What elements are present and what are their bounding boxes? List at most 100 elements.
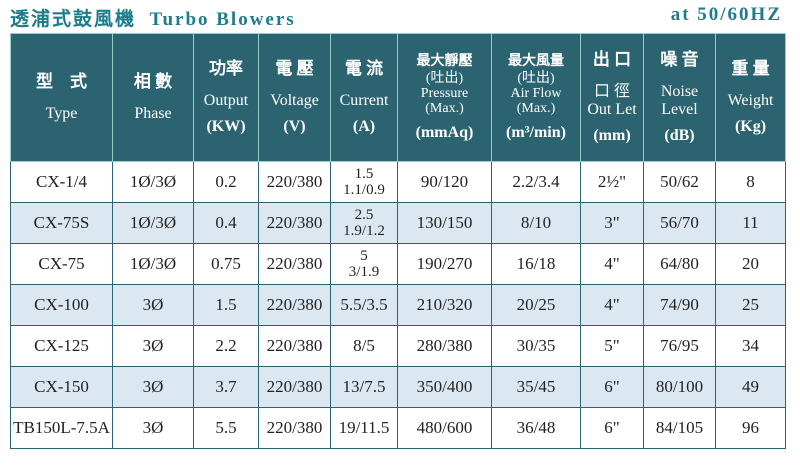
cell: 5.5/3.5 [330, 284, 398, 326]
cell: 4" [580, 284, 644, 326]
cell: 0.75 [193, 243, 259, 285]
cell-line: 1.5 [354, 166, 374, 182]
cell-line: 2.5 [354, 207, 374, 223]
cell: 11 [715, 202, 786, 244]
column-header: 電 壓 Voltage (V) [258, 33, 331, 162]
cell: 1Ø/3Ø [112, 243, 194, 285]
cell: CX-75S [10, 202, 113, 244]
cell-line: 1.9/1.2 [343, 223, 385, 239]
header-line: Noise Level [660, 82, 699, 118]
header-line: 電 壓 [275, 58, 314, 78]
cell: 20/25 [491, 284, 581, 326]
cell: 6" [580, 407, 644, 449]
table-row: CX-125 3Ø 2.2 220/380 8/5 280/380 30/35 5" 76/95… [10, 325, 786, 367]
cell: 5.5 [193, 407, 259, 449]
cell: CX-100 [10, 284, 113, 326]
spec-table: 型 式 Type 相 數 Phase 功率 Output (KW) 電 壓 Voltage (V)… [10, 33, 786, 449]
cell: 4" [580, 243, 644, 285]
column-header: 電 流 Current (A) [330, 33, 398, 162]
table-body: CX-1/4 1Ø/3Ø 0.2 220/380 1.5 1.1/0.9 90/120 2.2… [10, 161, 786, 449]
cell: 0.4 [193, 202, 259, 244]
header-line: 重 量 [731, 58, 770, 78]
cell: 8/5 [330, 325, 398, 367]
cell: 2.5 1.9/1.2 [330, 202, 398, 244]
cell: 19/11.5 [330, 407, 398, 449]
cell: 16/18 [491, 243, 581, 285]
header-line: (m³/min) [506, 123, 566, 141]
cell: 2.2/3.4 [491, 161, 581, 203]
cell: 25 [715, 284, 786, 326]
cell: 96 [715, 407, 786, 449]
cell: 56/70 [643, 202, 716, 244]
header-line: Out Let [587, 100, 637, 118]
header-line: Pressure [420, 85, 469, 101]
cell: 3Ø [112, 325, 194, 367]
header-line: 出 口 [592, 49, 632, 69]
header-line: (吐出) [517, 70, 555, 86]
cell-line: 5 [360, 248, 368, 264]
table-row: TB150L-7.5A 3Ø 5.5 220/380 19/11.5 480/600 36/… [10, 407, 786, 449]
cell: 90/120 [397, 161, 492, 203]
column-header: 最大風量 (吐出) Air Flow (Max.) (m³/min) [491, 33, 581, 162]
header-line: Air Flow [510, 85, 562, 101]
table-row: CX-150 3Ø 3.7 220/380 13/7.5 350/400 35/45 6" 80… [10, 366, 786, 408]
column-header: 噪 音 Noise Level (dB) [643, 33, 716, 162]
column-header: 相 數 Phase [112, 33, 194, 162]
cell: 20 [715, 243, 786, 285]
cell: 1.5 [193, 284, 259, 326]
column-header: 重 量 Weight (Kg) [715, 33, 786, 162]
cell: 6" [580, 366, 644, 408]
header-line: 電 流 [344, 58, 384, 78]
cell: 480/600 [397, 407, 492, 449]
header-line: 最大風量 [508, 53, 564, 69]
cell: CX-1/4 [10, 161, 113, 203]
title: 透浦式鼓風機 Turbo Blowers [10, 4, 296, 31]
table-row: CX-1/4 1Ø/3Ø 0.2 220/380 1.5 1.1/0.9 90/120 2.2… [10, 161, 786, 203]
cell: 280/380 [397, 325, 492, 367]
cell: 3.7 [193, 366, 259, 408]
frequency: at 50/60HZ [670, 4, 782, 25]
header-line: (Max.) [516, 100, 556, 116]
cell: 13/7.5 [330, 366, 398, 408]
cell: 74/90 [643, 284, 716, 326]
table-row: CX-100 3Ø 1.5 220/380 5.5/3.5 210/320 20/25 4" 7… [10, 284, 786, 326]
header-line: 型 式 [36, 71, 87, 91]
header-line: Type [45, 104, 78, 122]
cell: 190/270 [397, 243, 492, 285]
title-en: Turbo Blowers [149, 9, 296, 30]
header-line: 噪 音 [660, 49, 699, 69]
cell: 3" [580, 202, 644, 244]
cell: 80/100 [643, 366, 716, 408]
cell: 5" [580, 325, 644, 367]
cell: 350/400 [397, 366, 492, 408]
header-line: 功率 [209, 58, 243, 78]
cell: CX-150 [10, 366, 113, 408]
cell: 8/10 [491, 202, 581, 244]
header-line: (Kg) [734, 117, 767, 135]
table-row: CX-75S 1Ø/3Ø 0.4 220/380 2.5 1.9/1.2 130/150 8/… [10, 202, 786, 244]
cell: 35/45 [491, 366, 581, 408]
cell: CX-75 [10, 243, 113, 285]
column-header: 型 式 Type [10, 33, 113, 162]
header-line: (KW) [206, 117, 246, 135]
cell: 2½" [580, 161, 644, 203]
cell: 1Ø/3Ø [112, 161, 194, 203]
cell: 3Ø [112, 284, 194, 326]
cell: 220/380 [258, 325, 331, 367]
cell: 8 [715, 161, 786, 203]
header-line: Current [339, 91, 389, 109]
cell: 64/80 [643, 243, 716, 285]
cell: 220/380 [258, 243, 331, 285]
header-line: 最大靜壓 [416, 53, 473, 69]
header-line: (Max.) [425, 100, 464, 116]
cell: 34 [715, 325, 786, 367]
cell-line: 3/1.9 [348, 264, 380, 280]
header-line: Voltage [270, 91, 319, 109]
cell: 1.5 1.1/0.9 [330, 161, 398, 203]
cell: CX-125 [10, 325, 113, 367]
cell: 76/95 [643, 325, 716, 367]
column-header: 最大靜壓 (吐出) Pressure (Max.) (mmAq) [397, 33, 492, 162]
header-line: (V) [283, 117, 306, 135]
cell: 1Ø/3Ø [112, 202, 194, 244]
header-row: 型 式 Type 相 數 Phase 功率 Output (KW) 電 壓 Voltage (V)… [10, 33, 786, 162]
